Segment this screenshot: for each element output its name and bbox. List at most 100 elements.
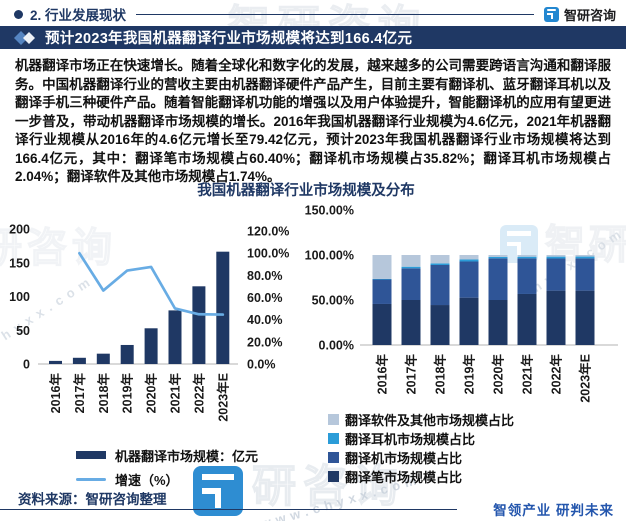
left-axis-tick: 150 <box>9 256 30 270</box>
share-segment <box>430 263 450 265</box>
share-segment <box>372 255 392 279</box>
share-segment <box>430 255 450 264</box>
year-label: 2020年 <box>491 354 506 395</box>
share-segment <box>401 268 421 300</box>
legend-label: 增速（%） <box>115 472 179 488</box>
market-size-bar <box>144 328 158 364</box>
share-segment <box>488 255 508 257</box>
year-label: 2019年 <box>120 373 135 414</box>
market-size-bar-line-chart: 0 50 100 150 200 0.0% 20.0% 40.0% 60.0% 80.0% 100.… <box>9 223 289 422</box>
legend-label: 翻译耳机市场规模占比 <box>345 432 476 447</box>
page-header: 2. 行业发展现状 智研咨询 <box>14 4 616 24</box>
legend-swatch <box>76 477 106 481</box>
share-segment <box>575 256 595 259</box>
source-note: 资料来源：智研咨询整理 <box>18 492 167 507</box>
share-segment <box>372 303 392 345</box>
year-label: 2018年 <box>96 373 111 414</box>
year-label: 2022年 <box>191 373 206 414</box>
legend-swatch <box>328 452 339 463</box>
right-axis-tick: 60.0% <box>247 291 282 305</box>
market-size-bar <box>192 286 206 364</box>
share-segment <box>575 290 595 345</box>
share-segment <box>459 297 479 345</box>
year-label: 2017年 <box>72 373 87 414</box>
right-axis-tick: 0.0% <box>247 358 276 372</box>
legend-label: 翻译软件及其他市场规模占比 <box>345 413 515 428</box>
share-segment <box>575 255 595 257</box>
year-label: 2023年E <box>215 373 230 422</box>
zhiyan-logo-icon <box>543 6 559 22</box>
year-label: 2023年E <box>578 354 593 403</box>
share-segment <box>517 258 537 294</box>
share-segment <box>401 255 421 267</box>
legend-item: 翻译耳机市场规模占比 <box>328 431 514 447</box>
legend-item: 翻译笔市场规模占比 <box>328 469 514 485</box>
footer-slogan: 智领产业 研判未来 <box>493 503 614 518</box>
year-label: 2021年 <box>168 373 183 414</box>
share-segment <box>488 258 508 300</box>
legend-item: 增速（%） <box>76 471 258 488</box>
share-segment <box>546 290 566 345</box>
body-paragraph: 机器翻译市场正在快速增长。随着全球化和数字化的发展，越来越多的公司需要跨语言沟通… <box>15 58 611 184</box>
figure-title: 我国机器翻译行业市场规模及分布 <box>197 183 415 199</box>
growth-line <box>78 251 225 316</box>
share-segment <box>459 259 479 262</box>
legend-label: 翻译笔市场规模占比 <box>345 470 463 485</box>
legend-swatch <box>328 433 339 444</box>
year-label: 2016年 <box>375 354 390 395</box>
right-chart-legend: 翻译软件及其他市场规模占比 翻译耳机市场规模占比 翻译机市场规模占比 翻译笔市场规模占… <box>328 412 514 488</box>
year-label: 2016年 <box>48 373 63 414</box>
pct-axis-tick: 0.00% <box>319 339 354 353</box>
right-axis-tick: 120.0% <box>247 225 289 239</box>
left-axis-tick: 50 <box>16 324 30 338</box>
brand-name: 智研咨询 <box>563 7 616 23</box>
year-label: 2022年 <box>549 354 564 395</box>
left-axis-tick: 0 <box>23 358 30 372</box>
right-axis-tick: 100.0% <box>247 247 289 261</box>
market-size-bar <box>120 344 134 364</box>
share-segment <box>517 255 537 257</box>
diamond-icon <box>14 30 36 45</box>
market-size-bar <box>216 251 230 364</box>
share-segment <box>459 261 479 298</box>
section-title: 2. 行业发展现状 <box>30 8 127 23</box>
right-axis-tick: 20.0% <box>247 335 282 349</box>
legend-swatch <box>328 471 339 482</box>
legend-item: 翻译软件及其他市场规模占比 <box>328 412 515 428</box>
market-share-stacked-chart: 0.00% 50.00% 100.00% 150.00% 2016年 2017年 2018年… <box>305 204 618 403</box>
share-segment <box>459 255 479 260</box>
pct-axis-tick: 50.00% <box>312 294 354 308</box>
right-axis-tick: 80.0% <box>247 269 282 283</box>
year-label: 2020年 <box>144 373 159 414</box>
legend-swatch <box>328 414 339 425</box>
market-size-bar <box>49 360 62 364</box>
share-segment <box>575 258 595 291</box>
legend-item: 翻译机市场规模占比 <box>328 450 514 466</box>
share-segment <box>488 256 508 259</box>
market-size-bar <box>72 357 86 364</box>
share-segment <box>430 264 450 306</box>
share-segment <box>488 300 508 345</box>
legend-item: 机器翻译市场规模：亿元 <box>76 447 259 464</box>
headline-text: 预计2023年我国机器翻译行业市场规模将达到166.4亿元 <box>45 31 413 47</box>
header-divider <box>136 13 534 15</box>
year-label: 2021年 <box>520 354 535 395</box>
bullet-icon <box>14 9 23 19</box>
pct-axis-tick: 100.00% <box>305 249 354 263</box>
right-axis-tick: 40.0% <box>247 313 282 327</box>
share-segment <box>372 279 392 304</box>
legend-label: 翻译机市场规模占比 <box>345 451 463 466</box>
market-size-bar <box>96 353 110 364</box>
share-segment <box>517 293 537 345</box>
legend-swatch <box>76 451 106 459</box>
share-segment <box>546 258 566 291</box>
left-axis-tick: 200 <box>9 223 30 237</box>
pct-axis-tick: 150.00% <box>305 204 354 218</box>
share-segment <box>517 256 537 259</box>
left-axis-tick: 100 <box>9 290 30 304</box>
legend-label: 机器翻译市场规模：亿元 <box>115 448 259 464</box>
share-segment <box>401 266 421 269</box>
year-label: 2019年 <box>462 354 477 395</box>
year-label: 2017年 <box>404 354 419 395</box>
